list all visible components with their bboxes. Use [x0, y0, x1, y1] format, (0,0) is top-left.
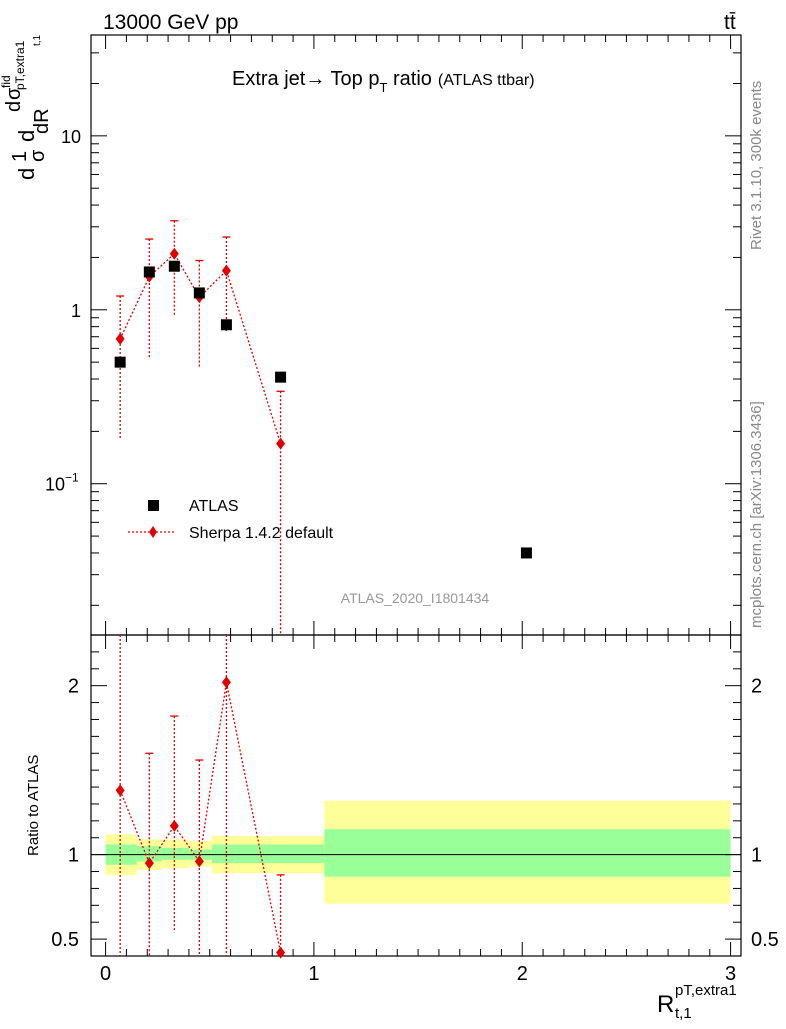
- x-tick-label-1: 1: [308, 963, 319, 985]
- ratio-y-tick-label-right-1: 1: [751, 845, 762, 867]
- band-inner-2: [161, 847, 189, 860]
- plot-title-after: ratio: [387, 68, 431, 90]
- main-y-tick-label-1: 1: [71, 301, 81, 321]
- header-process-label: tt̄: [724, 11, 736, 34]
- ratio-y-tick-label-left-0: 0.5: [51, 929, 79, 951]
- x-tick-label-0: 0: [100, 963, 111, 985]
- legend-atlas-label: ATLAS: [189, 498, 239, 515]
- ratio-point-0: [115, 784, 125, 797]
- x-tick-label-2: 2: [517, 963, 528, 985]
- ylabel-sub-t1: t,1: [32, 34, 43, 46]
- ratio-line: [119, 682, 282, 953]
- ratio-point-3: [194, 855, 204, 868]
- ylabel-pt-extra1: pT,extra1: [13, 40, 27, 90]
- xlabel-sup: pT,extra1: [675, 982, 737, 999]
- legend-sherpa-label: Sherpa 1.4.2 default: [189, 525, 334, 542]
- legend-sherpa-marker: [149, 526, 157, 538]
- main-ylabel: d 1 σ d d σ fid pT,extra1 t,1 dR: [0, 34, 53, 180]
- ratio-y-tick-label-left-2: 2: [68, 676, 79, 698]
- ratio-point-5: [276, 946, 286, 959]
- ylabel-one: 1: [9, 151, 31, 162]
- xlabel-R: R: [657, 991, 674, 1018]
- atlas-point-3: [193, 287, 205, 299]
- plot-frames: [90, 34, 742, 957]
- atlas-point-5: [275, 371, 287, 383]
- plot-title: Extra jet→ Top pT ratio (ATLAS ttbar): [232, 68, 535, 95]
- ratio-point-1: [144, 857, 154, 870]
- atlas-point-4: [220, 319, 232, 331]
- band-inner-5: [324, 829, 731, 877]
- ratio-point-2: [169, 819, 179, 832]
- band-inner-4: [211, 844, 325, 864]
- atlas-point-2: [168, 260, 180, 272]
- sherpa-line: [119, 252, 282, 444]
- plot-title-sub: T: [379, 80, 387, 95]
- header-energy-label: 13000 GeV pp: [103, 11, 238, 34]
- ylabel-d3: d: [3, 101, 25, 112]
- atlas-point-0: [114, 356, 126, 368]
- main-y-tick-label-2: 10: [61, 127, 81, 147]
- plot-title-tag: (ATLAS ttbar): [438, 72, 535, 89]
- ratio-ylabel: Ratio to ATLAS: [25, 755, 42, 856]
- main-y-tick-exp-0: −1: [65, 471, 79, 485]
- ratio-point-4: [221, 676, 231, 689]
- legend: ATLAS Sherpa 1.4.2 default: [128, 498, 334, 542]
- ylabel-sigma: σ: [27, 149, 49, 162]
- atlas-point-1: [143, 266, 155, 278]
- main-panel-series: [114, 220, 532, 635]
- main-y-tick-label-0: 10: [45, 475, 65, 495]
- x-tick-label-3: 3: [725, 963, 736, 985]
- side-mcplots-label: mcplots.cern.ch [arXiv:1306.3436]: [748, 401, 765, 628]
- ylabel-d1: d: [14, 168, 39, 180]
- ylabel-d2: d: [14, 130, 39, 142]
- legend-atlas-marker: [148, 500, 159, 511]
- ratio-y-tick-label-left-1: 1: [68, 845, 79, 867]
- ylabel-dR: dR: [31, 108, 53, 134]
- sherpa-point-0: [115, 332, 125, 345]
- sherpa-point-5: [276, 437, 286, 450]
- analysis-id-label: ATLAS_2020_I1801434: [341, 590, 490, 606]
- sherpa-point-4: [221, 264, 231, 277]
- xlabel: R: [657, 991, 674, 1018]
- main-panel-frame: [90, 34, 742, 636]
- side-rivet-label: Rivet 3.1.10, 300k events: [748, 81, 765, 250]
- ylabel-fid: fid: [0, 75, 13, 88]
- ratio-y-tick-label-right-2: 2: [751, 676, 762, 698]
- atlas-point-6: [520, 547, 532, 559]
- ratio-panel-frame: [90, 634, 742, 957]
- plot-title-main: Extra jet→ Top p: [232, 68, 379, 90]
- xlabel-sub: t,1: [675, 1005, 692, 1022]
- sherpa-point-2: [169, 247, 179, 260]
- ratio-panel-series: [115, 635, 286, 959]
- ylabel-sigma-fid: σ: [3, 87, 25, 100]
- ratio-y-tick-label-right-0: 0.5: [751, 929, 779, 951]
